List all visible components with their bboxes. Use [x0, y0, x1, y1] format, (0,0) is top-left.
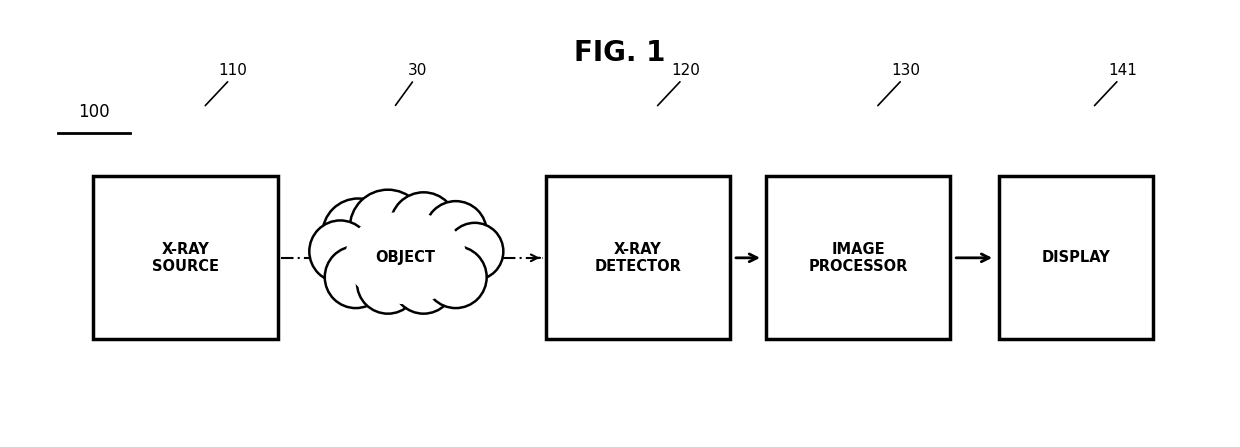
- Ellipse shape: [325, 246, 387, 308]
- Ellipse shape: [309, 220, 371, 283]
- Ellipse shape: [391, 192, 456, 259]
- Text: DISPLAY: DISPLAY: [1042, 250, 1110, 266]
- Text: 30: 30: [408, 63, 428, 78]
- Text: OBJECT: OBJECT: [376, 250, 435, 266]
- Text: IMAGE
PROCESSOR: IMAGE PROCESSOR: [808, 242, 908, 274]
- Ellipse shape: [425, 246, 486, 308]
- Text: X-RAY
DETECTOR: X-RAY DETECTOR: [594, 242, 681, 274]
- FancyBboxPatch shape: [93, 176, 278, 339]
- Ellipse shape: [393, 252, 455, 314]
- Text: 130: 130: [892, 63, 920, 78]
- Ellipse shape: [425, 201, 486, 263]
- Ellipse shape: [357, 252, 419, 314]
- Ellipse shape: [322, 198, 394, 270]
- Text: 141: 141: [1107, 63, 1137, 78]
- Ellipse shape: [345, 211, 466, 304]
- Text: 100: 100: [78, 102, 109, 121]
- Text: 110: 110: [218, 63, 248, 78]
- Ellipse shape: [350, 190, 427, 266]
- Ellipse shape: [446, 223, 503, 280]
- Ellipse shape: [341, 207, 470, 309]
- FancyBboxPatch shape: [546, 176, 730, 339]
- FancyBboxPatch shape: [766, 176, 950, 339]
- Text: FIG. 1: FIG. 1: [574, 39, 666, 67]
- Text: 120: 120: [671, 63, 699, 78]
- Text: X-RAY
SOURCE: X-RAY SOURCE: [153, 242, 219, 274]
- FancyBboxPatch shape: [998, 176, 1153, 339]
